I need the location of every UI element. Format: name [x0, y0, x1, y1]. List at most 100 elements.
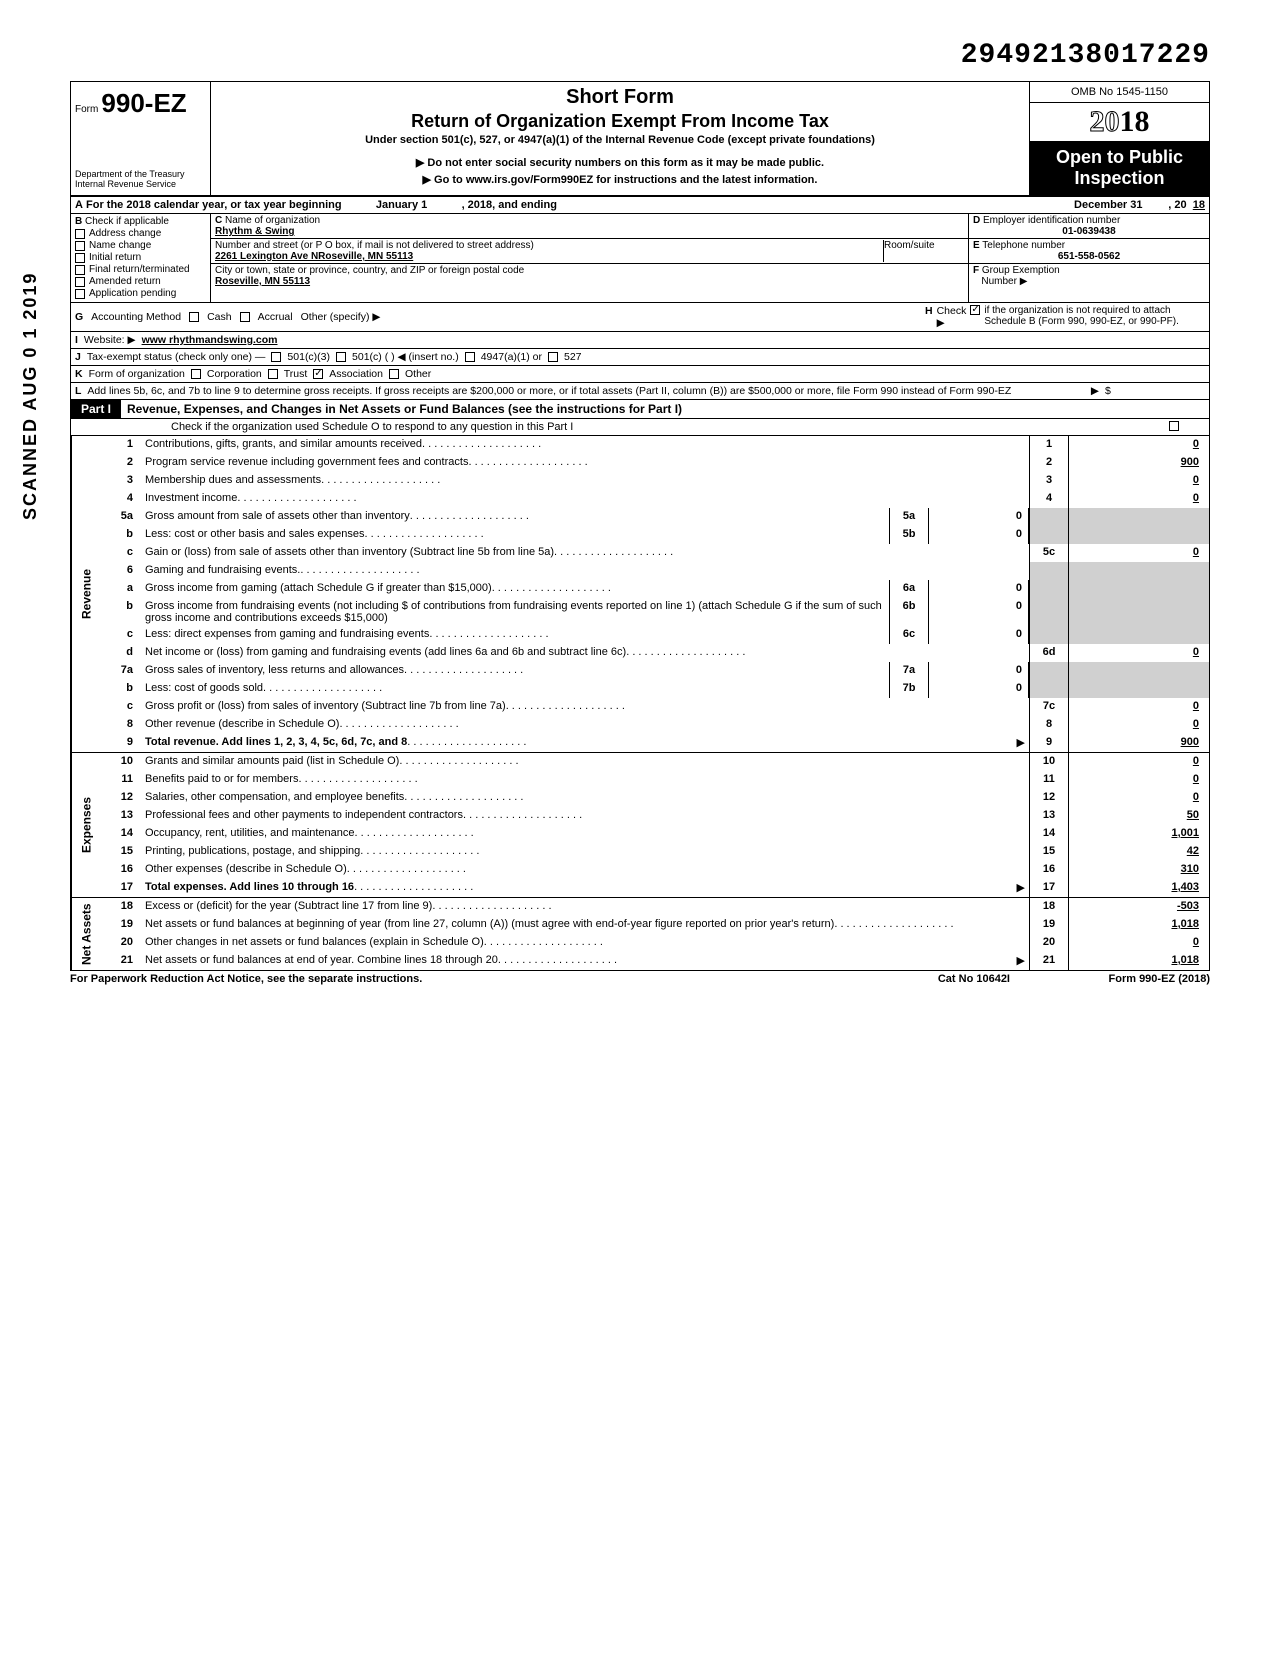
phone-label: Telephone number [982, 240, 1065, 251]
right-num: 13 [1029, 807, 1069, 825]
part-1-header: Part I Revenue, Expenses, and Changes in… [70, 400, 1210, 419]
mid-val: 0 [929, 626, 1029, 644]
row-l-arrow: ▶ [1091, 385, 1099, 397]
row-k-label: K [75, 368, 83, 380]
checkbox-cash[interactable] [189, 312, 199, 322]
section-f-label: F [973, 265, 979, 276]
right-num: 17 [1029, 879, 1069, 897]
table-row: 6 Gaming and fundraising events. [101, 562, 1209, 580]
line-num: 14 [101, 825, 141, 843]
right-val: 0 [1069, 644, 1209, 662]
right-val: 0 [1069, 934, 1209, 952]
line-num: b [101, 598, 141, 626]
checkbox-501c3[interactable] [271, 352, 281, 362]
expenses-side-label: Expenses [71, 753, 101, 897]
table-row: 8 Other revenue (describe in Schedule O)… [101, 716, 1209, 734]
line-desc: Less: direct expenses from gaming and fu… [141, 626, 889, 644]
line-num: 6 [101, 562, 141, 580]
tax-exempt-label: Tax-exempt status (check only one) — [87, 351, 266, 363]
omb-number: OMB No 1545-1150 [1030, 82, 1209, 103]
form-org-label: Form of organization [89, 368, 185, 380]
right-val: 0 [1069, 472, 1209, 490]
checkbox-name-change[interactable] [75, 241, 85, 251]
footer: For Paperwork Reduction Act Notice, see … [70, 971, 1210, 987]
checkbox-initial-return[interactable] [75, 253, 85, 263]
org-name: Rhythm & Swing [215, 226, 294, 237]
open-public-badge: Open to Public Inspection [1030, 141, 1209, 195]
table-row: 9 Total revenue. Add lines 1, 2, 3, 4, 5… [101, 734, 1209, 752]
row-a-end: December 31 [1048, 199, 1168, 211]
table-row: c Gain or (loss) from sale of assets oth… [101, 544, 1209, 562]
line-num: 3 [101, 472, 141, 490]
right-num: 5c [1029, 544, 1069, 562]
right-num: 7c [1029, 698, 1069, 716]
label-cash: Cash [207, 311, 232, 323]
short-form-title: Short Form [221, 86, 1019, 109]
scanned-stamp: SCANNED AUG 0 1 2019 [20, 272, 41, 520]
line-desc: Gross profit or (loss) from sales of inv… [141, 698, 1029, 716]
form-prefix: Form [75, 104, 98, 115]
line-num: 12 [101, 789, 141, 807]
checkbox-501c[interactable] [336, 352, 346, 362]
checkbox-other-org[interactable] [389, 369, 399, 379]
line-num: c [101, 626, 141, 644]
right-num: 10 [1029, 753, 1069, 771]
document-id: 29492138017229 [70, 40, 1210, 71]
checkbox-4947[interactable] [465, 352, 475, 362]
line-num: 21 [101, 952, 141, 970]
table-row: 5a Gross amount from sale of assets othe… [101, 508, 1209, 526]
website-value: www rhythmandswing.com [142, 334, 278, 346]
checkbox-corporation[interactable] [191, 369, 201, 379]
table-row: b Gross income from fundraising events (… [101, 598, 1209, 626]
line-desc: Other revenue (describe in Schedule O) [141, 716, 1029, 734]
checkbox-accrual[interactable] [240, 312, 250, 322]
checkbox-schedule-o[interactable] [1169, 421, 1179, 431]
department-label: Department of the Treasury Internal Reve… [75, 169, 206, 189]
part-1-sub-text: Check if the organization used Schedule … [171, 421, 1169, 433]
table-row: a Gross income from gaming (attach Sched… [101, 580, 1209, 598]
table-row: 1 Contributions, gifts, grants, and simi… [101, 436, 1209, 454]
right-val-shaded [1069, 508, 1209, 526]
line-desc: Occupancy, rent, utilities, and maintena… [141, 825, 1029, 843]
line-num: d [101, 644, 141, 662]
line-desc: Total revenue. Add lines 1, 2, 3, 4, 5c,… [141, 734, 1029, 752]
checkbox-application-pending[interactable] [75, 289, 85, 299]
row-l-text: Add lines 5b, 6c, and 7b to line 9 to de… [87, 385, 1085, 397]
ein-label: Employer identification number [983, 215, 1120, 226]
checkbox-address-change[interactable] [75, 229, 85, 239]
rows-g-l: G Accounting Method Cash Accrual Other (… [70, 303, 1210, 400]
website-label: Website: ▶ [84, 334, 136, 346]
checkbox-h[interactable] [970, 305, 980, 315]
label-4947: 4947(a)(1) or [481, 351, 542, 363]
right-val: 1,018 [1069, 952, 1209, 970]
line-num: 15 [101, 843, 141, 861]
line-num: a [101, 580, 141, 598]
mid-val: 0 [929, 662, 1029, 680]
checkbox-527[interactable] [548, 352, 558, 362]
checkbox-trust[interactable] [268, 369, 278, 379]
section-e-label: E [973, 240, 980, 251]
table-row: 15 Printing, publications, postage, and … [101, 843, 1209, 861]
right-val-shaded [1069, 562, 1209, 580]
right-val-shaded [1069, 680, 1209, 698]
checkbox-association[interactable] [313, 369, 323, 379]
ein-value: 01-0639438 [1062, 226, 1115, 237]
line-desc: Grants and similar amounts paid (list in… [141, 753, 1029, 771]
line-num: 7a [101, 662, 141, 680]
right-num-shaded [1029, 562, 1069, 580]
table-row: c Less: direct expenses from gaming and … [101, 626, 1209, 644]
line-desc: Membership dues and assessments [141, 472, 1029, 490]
row-h-text: Check ▶ [937, 305, 967, 329]
number-label: Number ▶ [981, 276, 1027, 287]
table-row: 4 Investment income 4 0 [101, 490, 1209, 508]
line-num: 18 [101, 898, 141, 916]
table-row: d Net income or (loss) from gaming and f… [101, 644, 1209, 662]
right-val: 1,001 [1069, 825, 1209, 843]
right-val: 50 [1069, 807, 1209, 825]
table-row: 14 Occupancy, rent, utilities, and maint… [101, 825, 1209, 843]
right-val: 0 [1069, 716, 1209, 734]
checkbox-amended-return[interactable] [75, 277, 85, 287]
right-val: 1,018 [1069, 916, 1209, 934]
label-amended-return: Amended return [89, 276, 161, 287]
checkbox-final-return[interactable] [75, 265, 85, 275]
